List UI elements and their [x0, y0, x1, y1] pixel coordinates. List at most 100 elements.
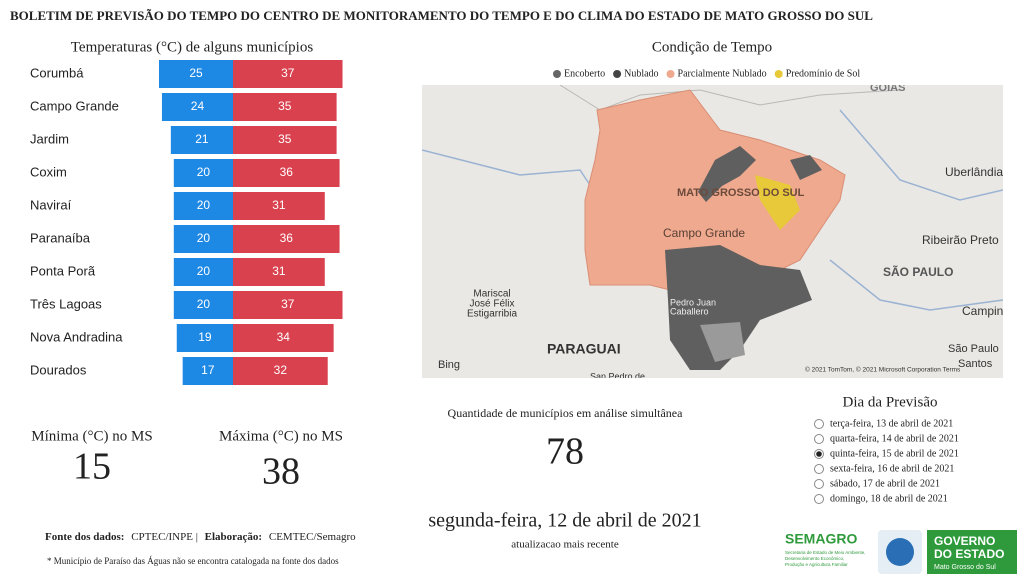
- bar: [173, 159, 233, 187]
- elab: CEMTEC/Semagro: [269, 531, 356, 543]
- radio-label: domingo, 18 de abril de 2021: [830, 493, 948, 504]
- value-label: 31: [272, 198, 286, 212]
- bar: [233, 324, 334, 352]
- bar: [176, 324, 233, 352]
- semagro-sub: Produção e Agricultura Familiar: [785, 562, 848, 567]
- river: [829, 259, 1003, 311]
- map-place: Uberlândia: [945, 165, 1003, 179]
- category-label: Coxim: [30, 164, 67, 179]
- bar: [233, 225, 340, 253]
- date-caption: atualizacao mais recente: [511, 539, 619, 551]
- value-label: 31: [272, 264, 286, 278]
- map-brand: Bing: [438, 359, 460, 371]
- value-label: 24: [191, 99, 205, 113]
- map-place: San Pedro de: [590, 371, 645, 381]
- legend-swatch: [613, 70, 622, 78]
- legend-label: Encoberto: [564, 68, 605, 79]
- min-label: Mínima (°C) no MS: [31, 428, 152, 444]
- radio-label: sexta-feira, 16 de abril de 2021: [830, 463, 954, 474]
- value-label: 36: [280, 231, 294, 245]
- bar: [233, 126, 337, 154]
- chart-title: Temperaturas (°C) de alguns municípios: [71, 39, 314, 55]
- value-label: 17: [201, 363, 215, 377]
- legend-swatch: [553, 70, 561, 78]
- semagro-sub: Secretaria de Estado de Meio Ambiente,: [785, 550, 866, 555]
- value-label: 20: [197, 297, 211, 311]
- radio-button[interactable]: [814, 464, 824, 474]
- value-label: 36: [280, 165, 294, 179]
- value-label: 25: [189, 66, 203, 80]
- category-label: Dourados: [30, 362, 87, 377]
- category-label: Três Lagoas: [30, 296, 102, 311]
- footer-source: Fonte dos dados: CPTEC/INPE | Elaboração…: [45, 531, 356, 543]
- value-label: 19: [198, 330, 212, 344]
- map-place: Caballero: [670, 306, 709, 316]
- radio-label: sábado, 17 de abril de 2021: [830, 478, 940, 489]
- map-title: Condição de Tempo: [652, 39, 772, 55]
- legend-label: Predomínio de Sol: [786, 68, 861, 79]
- value-label: 20: [197, 198, 211, 212]
- map-legend: Encoberto Nublado Parcialmente Nublado Pred…: [553, 68, 860, 79]
- radio-button[interactable]: [814, 419, 824, 429]
- gov-logo: GOVERNO: [934, 534, 995, 548]
- map-attribution: © 2021 TomTom, © 2021 Microsoft Corporat…: [805, 366, 961, 374]
- map-place: Estigarribia: [467, 309, 517, 320]
- value-label: 20: [197, 231, 211, 245]
- radio-label: quinta-feira, 15 de abril de 2021: [830, 448, 959, 459]
- radio-button[interactable]: [814, 434, 824, 444]
- value-label: 37: [281, 66, 295, 80]
- elab-label: Elaboração:: [205, 531, 262, 543]
- radio-dot: [816, 451, 822, 457]
- region-cloudy: [665, 245, 812, 370]
- category-label: Jardim: [30, 131, 69, 146]
- value-label: 35: [278, 132, 292, 146]
- category-label: Paranaíba: [30, 230, 91, 245]
- map-place: São Paulo: [948, 343, 999, 355]
- max-label: Máxima (°C) no MS: [219, 428, 343, 444]
- temperature-chart: Corumbá 25 37 Campo Grande 24 35 Jardim 21 35 Cox…: [30, 60, 343, 385]
- source: CPTEC/INPE |: [131, 531, 198, 543]
- bar: [173, 192, 233, 220]
- footer-note: * Município de Paraíso das Águas não se …: [47, 556, 339, 566]
- category-label: Corumbá: [30, 65, 84, 80]
- max-value: 38: [262, 451, 300, 493]
- map-place: SÃO PAULO: [883, 264, 953, 279]
- value-label: 34: [277, 330, 291, 344]
- region-cloudy: [790, 155, 822, 180]
- bar: [173, 225, 233, 253]
- map-place: MATO GROSSO DO SUL: [677, 187, 805, 199]
- bar: [159, 60, 233, 88]
- radio-button[interactable]: [814, 494, 824, 504]
- bar: [182, 357, 233, 385]
- bar: [233, 258, 325, 286]
- map-place: GOIÁS: [870, 81, 905, 94]
- bar: [233, 60, 343, 88]
- radio-button[interactable]: [814, 479, 824, 489]
- category-label: Campo Grande: [30, 98, 119, 113]
- region-overcast: [700, 322, 745, 362]
- gov-logo: DO ESTADO: [934, 547, 1004, 561]
- gov-logo: Mato Grosso do Sul: [934, 564, 996, 571]
- page-title: BOLETIM DE PREVISÃO DO TEMPO DO CENTRO D…: [10, 8, 873, 23]
- legend-swatch: [666, 70, 675, 78]
- map-place: Mariscal: [473, 289, 510, 300]
- legend-label: Nublado: [624, 68, 658, 79]
- value-label: 21: [195, 132, 209, 146]
- bar: [170, 126, 233, 154]
- value-label: 20: [197, 165, 211, 179]
- semagro-sub: Desenvolvimento Econômico,: [785, 556, 844, 561]
- bar: [233, 192, 325, 220]
- category-label: Naviraí: [30, 197, 72, 212]
- count-label: Quantidade de municípios em análise simu…: [448, 406, 684, 420]
- value-label: 37: [281, 297, 295, 311]
- map-place: Campo Grande: [663, 226, 745, 240]
- bar: [173, 258, 233, 286]
- state-emblem-center: [886, 538, 914, 566]
- radio-label: quarta-feira, 14 de abril de 2021: [830, 433, 959, 444]
- map[interactable]: GOIÁS Uberlândia MATO GROSSO DO SUL Campo G…: [422, 81, 1016, 381]
- source-label: Fonte dos dados:: [45, 531, 124, 543]
- bar: [233, 291, 343, 319]
- bar: [233, 93, 337, 121]
- bar: [233, 357, 328, 385]
